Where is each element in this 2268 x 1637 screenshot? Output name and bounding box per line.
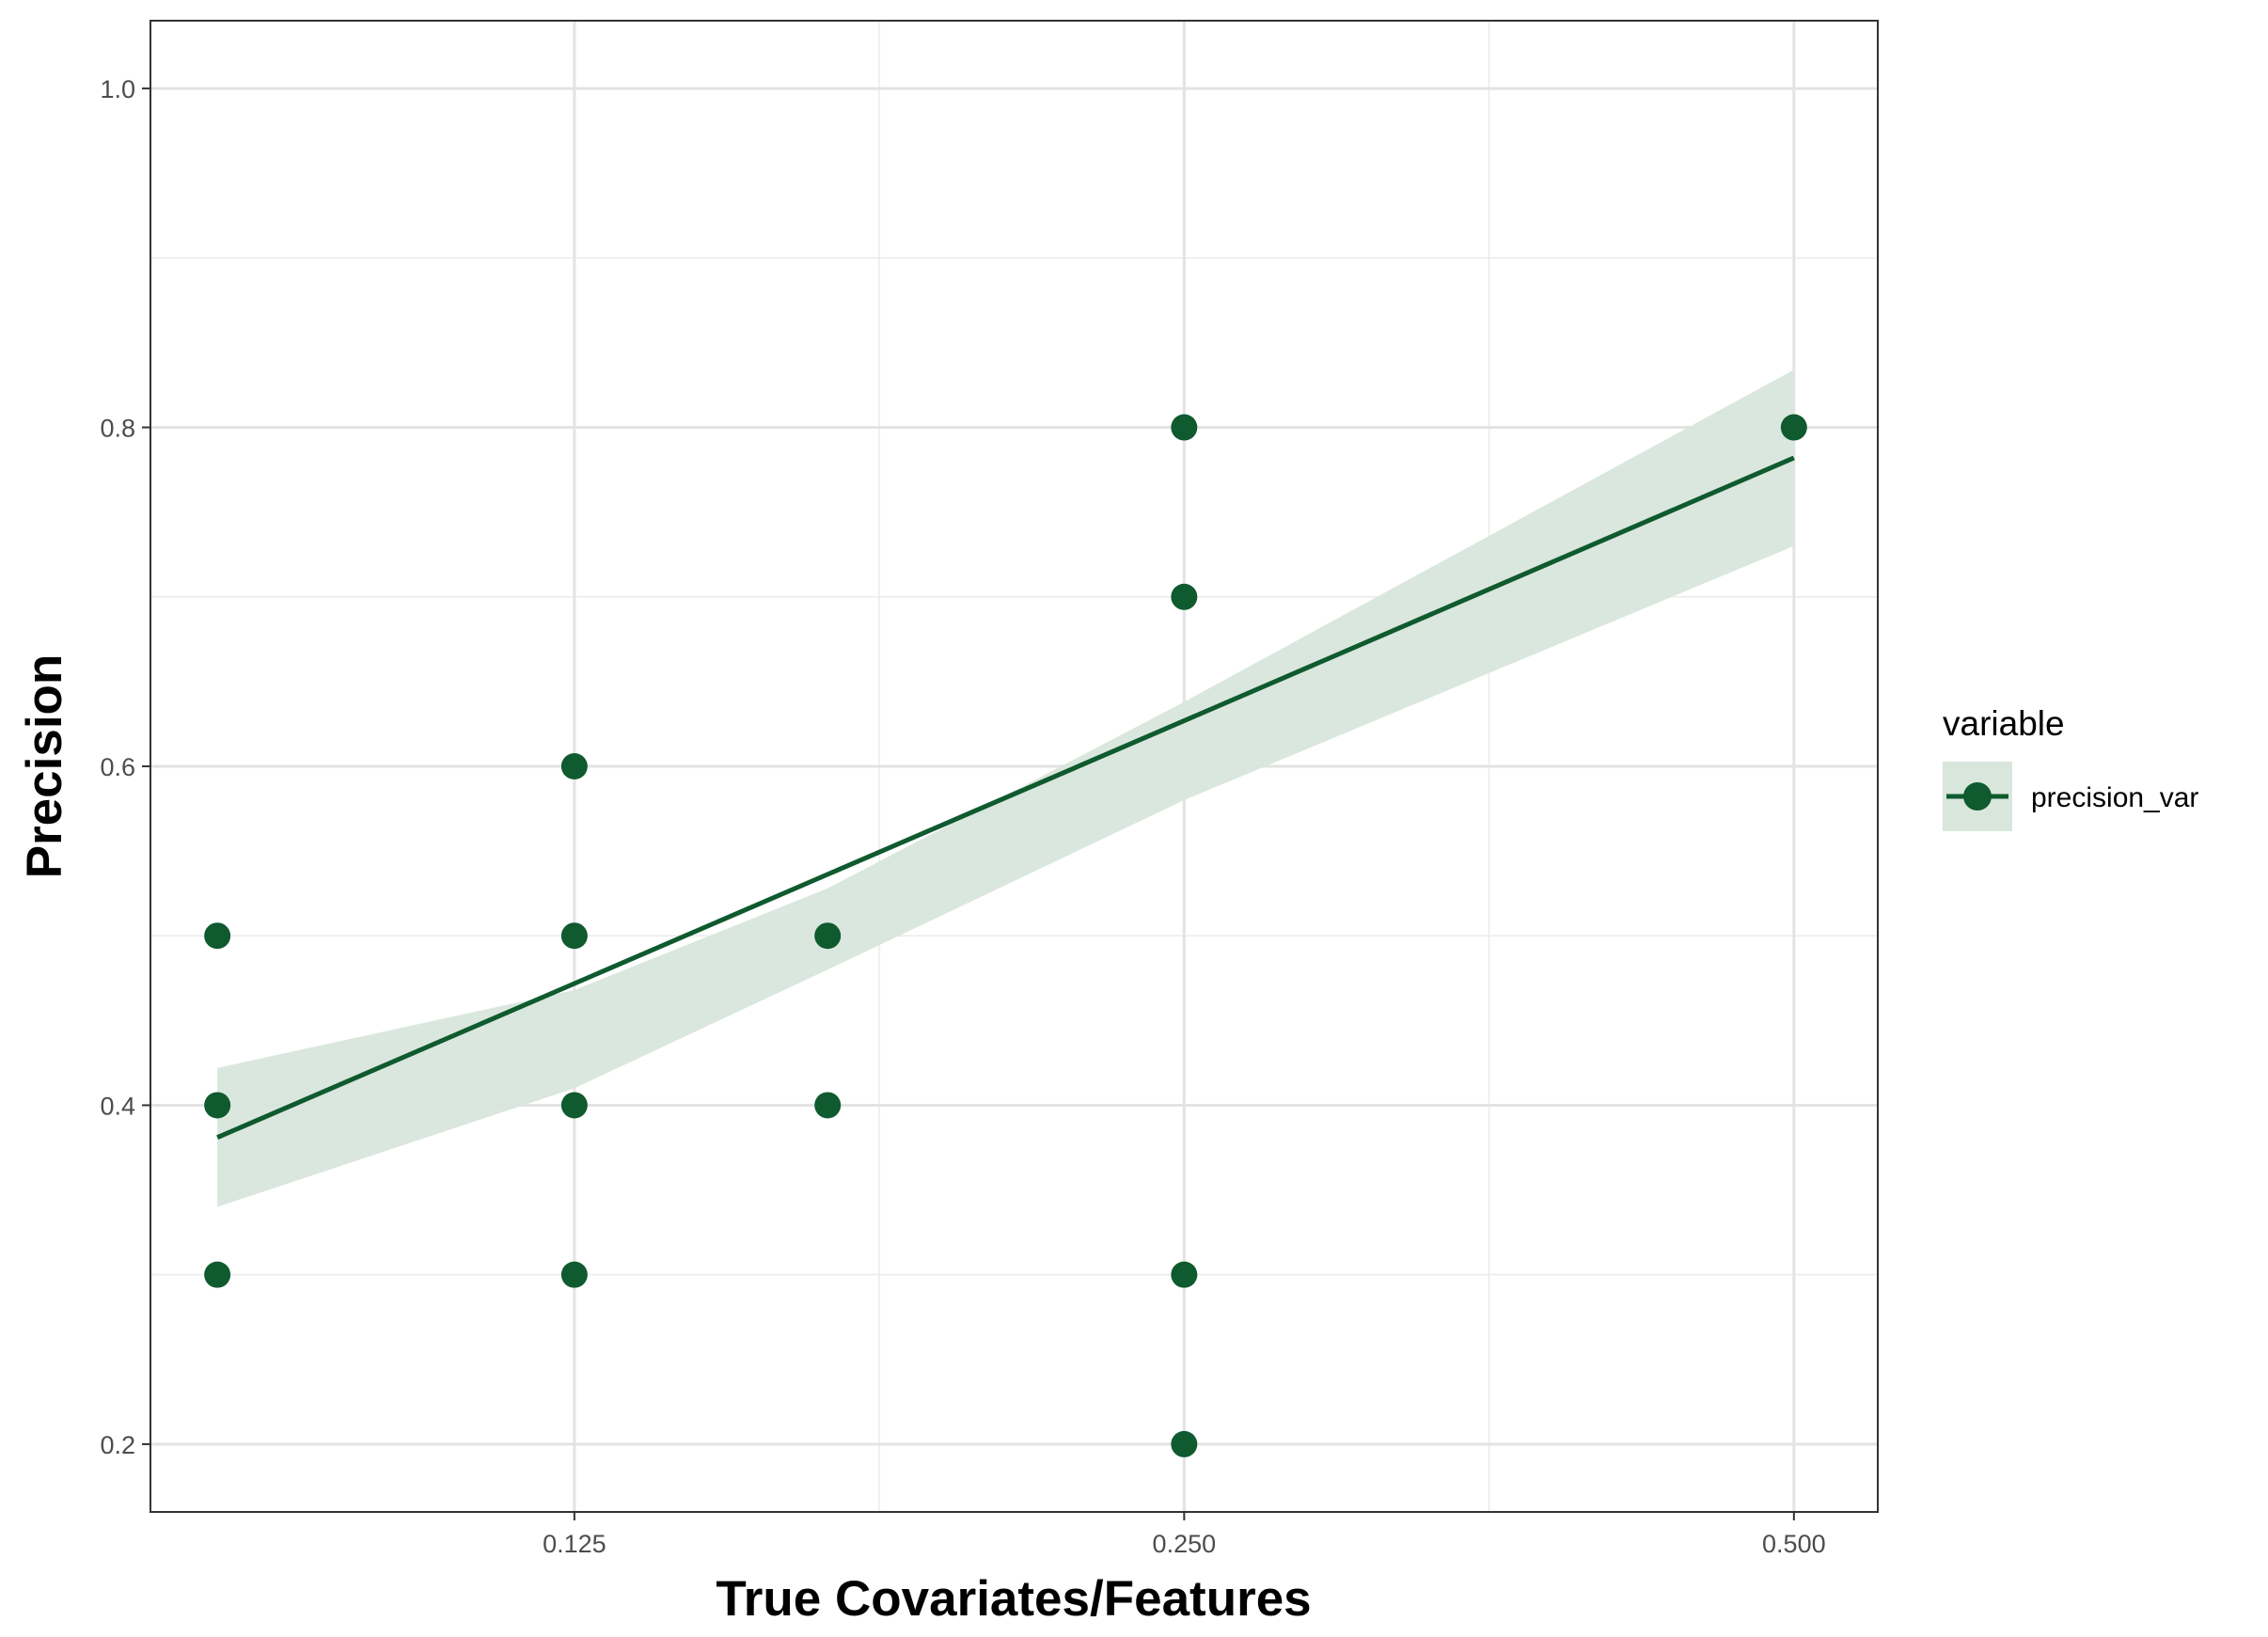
trend-line (216, 455, 1795, 1140)
confidence-band-area (217, 370, 1794, 1207)
x-axis: 0.125 0.250 0.500 (543, 1512, 1826, 1558)
y-tick-label: 0.8 (100, 415, 135, 443)
data-point (560, 753, 588, 779)
y-axis: 0.2 0.4 0.6 0.8 1.0 (100, 75, 150, 1459)
data-point (560, 922, 588, 950)
data-point (204, 922, 231, 950)
data-point (814, 1092, 842, 1119)
data-point (1171, 1430, 1198, 1457)
y-tick-label: 0.2 (100, 1431, 135, 1459)
data-point (814, 922, 842, 950)
trend-line-segment (216, 455, 1795, 1140)
data-point (1780, 414, 1807, 441)
data-point (1171, 414, 1198, 441)
data-points (204, 414, 1807, 1457)
legend-label: precision_var (2031, 782, 2198, 813)
y-tick-label: 0.4 (100, 1092, 135, 1120)
data-point (560, 1092, 588, 1119)
y-tick-label: 1.0 (100, 75, 135, 103)
data-point (204, 1261, 231, 1288)
legend-key-point (1963, 782, 1992, 811)
y-tick-label: 0.6 (100, 753, 135, 781)
legend: variable precision_var (1943, 704, 2198, 831)
data-point (1171, 583, 1198, 610)
confidence-band (217, 370, 1794, 1207)
x-tick-label: 0.500 (1762, 1530, 1826, 1558)
data-point (1171, 1261, 1198, 1288)
x-tick-label: 0.250 (1153, 1530, 1217, 1558)
x-axis-title: True Covariates/Features (716, 1571, 1311, 1627)
legend-title: variable (1943, 704, 2065, 743)
data-point (204, 1092, 231, 1119)
y-axis-title: Precision (17, 654, 72, 879)
data-point (560, 1261, 588, 1288)
x-tick-label: 0.125 (543, 1530, 606, 1558)
